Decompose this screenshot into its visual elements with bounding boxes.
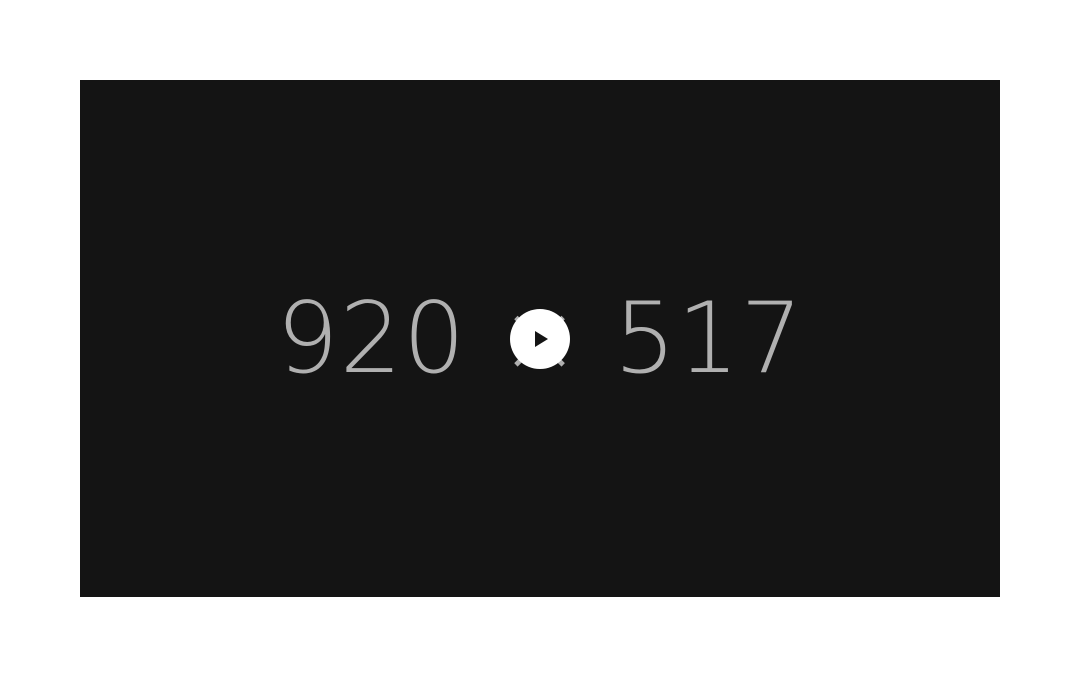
play-button[interactable] [510,309,570,369]
play-icon [535,331,548,347]
video-player[interactable]: 920 × 517 [80,80,1000,597]
